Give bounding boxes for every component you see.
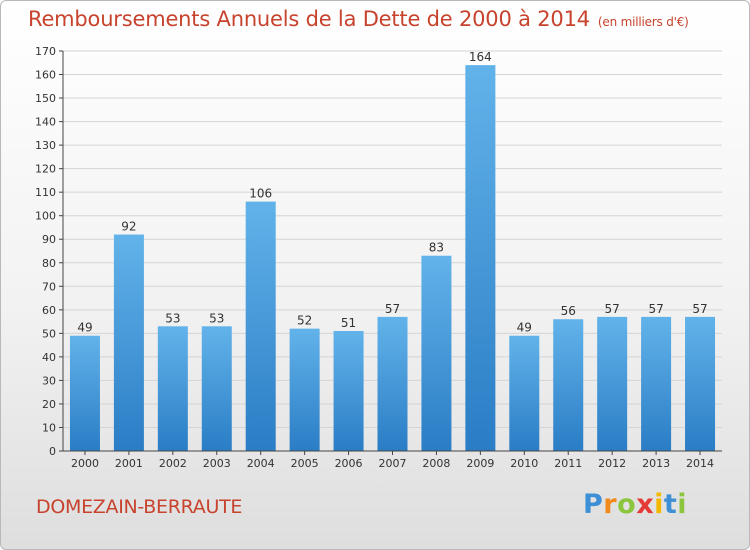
bar-2002 [157,326,188,451]
y-tick-label: 90 [42,233,56,246]
y-tick-label: 170 [35,45,56,58]
x-tick-label: 2005 [291,457,319,470]
y-tick-label: 20 [42,398,56,411]
data-label: 57 [692,302,707,316]
data-labels: 49 92 53 53 106 52 51 57 83 164 49 56 57 57 57 [77,50,707,335]
data-label: 83 [429,241,444,255]
logo-letter: t [663,489,678,520]
chart-title-text: Remboursements Annuels de la Dette de 20… [28,7,590,31]
bar-2007 [377,316,408,451]
y-tick-label: 50 [42,327,56,340]
data-label: 51 [341,316,356,330]
x-tick-label: 2006 [335,457,363,470]
x-tick-label: 2007 [379,457,407,470]
y-tick-label: 80 [42,257,56,270]
x-tick-label: 2011 [554,457,582,470]
chart-subtitle: (en milliers d'€) [597,15,689,29]
bar-2000 [69,335,100,451]
y-axis-ticks: 0 10 20 30 40 50 60 70 80 90 100 110 120 130 140 150 160… [35,45,63,458]
proxiti-logo: Proxiti [583,489,687,520]
x-tick-label: 2009 [466,457,494,470]
y-tick-label: 160 [35,69,56,82]
data-label: 106 [249,187,272,201]
bar-2001 [113,234,144,451]
data-label: 53 [209,311,224,325]
x-tick-label: 2010 [510,457,538,470]
y-tick-label: 70 [42,280,56,293]
y-tick-label: 60 [42,304,56,317]
x-axis-ticks: 2000 2001 2002 2003 2004 2005 2006 2007 2008 2009… [71,451,714,470]
data-label: 57 [605,302,620,316]
x-tick-label: 2003 [203,457,231,470]
data-label: 52 [297,314,312,328]
logo-letter: i [677,489,688,520]
data-label: 56 [561,304,576,318]
y-tick-label: 10 [42,421,56,434]
logo-letter: o [617,489,637,520]
y-tick-label: 100 [35,210,56,223]
bar-2013 [641,316,672,451]
x-tick-label: 2000 [71,457,99,470]
y-tick-label: 150 [35,92,56,105]
logo-letter: r [603,489,618,520]
x-tick-label: 2014 [686,457,714,470]
data-label: 49 [517,321,532,335]
logo-letter: P [583,489,604,520]
bar-2006 [333,331,364,451]
x-tick-label: 2008 [422,457,450,470]
logo-letter: x [636,489,655,520]
commune-name: DOMEZAIN-BERRAUTE [36,496,243,518]
y-tick-label: 140 [35,116,56,129]
y-tick-label: 110 [35,186,56,199]
bar-2012 [597,316,628,451]
data-label: 57 [648,302,663,316]
y-tick-label: 0 [49,445,56,458]
axes [62,51,722,452]
data-label: 57 [385,302,400,316]
y-tick-label: 130 [35,139,56,152]
bars [69,65,716,451]
bar-2005 [289,328,320,451]
x-tick-label: 2012 [598,457,626,470]
data-label: 53 [165,311,180,325]
bar-2010 [509,335,540,451]
y-tick-label: 40 [42,351,56,364]
data-label: 92 [121,220,136,234]
bar-2003 [201,326,232,451]
logo-letter: i [654,489,664,520]
bar-2011 [553,319,584,451]
chart-title: Remboursements Annuels de la Dette de 20… [28,7,689,31]
bar-2008 [421,255,452,451]
x-tick-label: 2013 [642,457,670,470]
bar-2009 [465,65,496,451]
y-tick-label: 30 [42,374,56,387]
x-tick-label: 2004 [247,457,275,470]
x-tick-label: 2001 [115,457,143,470]
x-tick-label: 2002 [159,457,187,470]
data-label: 164 [469,50,492,64]
bar-2014 [685,316,716,451]
y-tick-label: 120 [35,163,56,176]
data-label: 49 [77,321,92,335]
bar-2004 [245,201,276,451]
